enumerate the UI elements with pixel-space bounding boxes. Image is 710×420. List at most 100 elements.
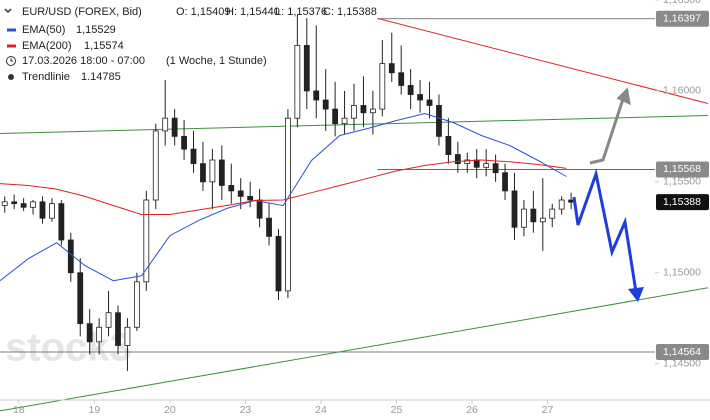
candle-body (351, 105, 357, 119)
trendline-icon (8, 74, 14, 80)
level-label: 1,15568 (663, 163, 701, 175)
candle-body (322, 99, 329, 110)
arrowhead (628, 287, 644, 302)
scenario-arrow-down (572, 168, 638, 293)
candle-body (247, 195, 254, 201)
candle-body (398, 72, 405, 86)
candle-body (218, 159, 225, 186)
candle-body (436, 105, 442, 137)
x-tick-label: 27 (542, 404, 554, 416)
candle-body (303, 45, 310, 92)
candle-body (549, 208, 556, 219)
candle-body (483, 163, 490, 168)
clock-icon (6, 56, 16, 66)
candle-body (77, 272, 84, 325)
y-tick-label: 1,15500 (663, 176, 701, 188)
candle-body (181, 135, 187, 150)
y-tick-label: 1,15000 (663, 267, 701, 279)
clock-hand (10, 58, 13, 62)
candle-body (502, 172, 508, 192)
candle-body (67, 239, 74, 274)
trendline-value: 1.14785 (81, 71, 121, 83)
candle-body (568, 199, 575, 203)
candle-body (407, 85, 414, 95)
x-tick-label: 25 (391, 404, 403, 416)
candle-body (332, 108, 339, 125)
x-tick-label: 26 (466, 404, 478, 416)
level-label-box (656, 10, 709, 27)
plot-area: stock3 (0, 14, 709, 412)
candle-body (200, 163, 206, 183)
ema-line (0, 159, 567, 215)
candle-body (190, 148, 197, 165)
y-tick-label: 1,16500 (663, 0, 701, 6)
candle-body (454, 154, 461, 165)
low: L: 1,15376 (275, 6, 327, 18)
candle-body (124, 326, 131, 346)
candle-body (228, 185, 235, 192)
candle-body (266, 217, 272, 237)
trendline (0, 287, 709, 412)
candle-body (96, 326, 103, 343)
period: 17.03.2026 18:00 - 07:00 (22, 55, 145, 67)
candle-body (171, 117, 178, 137)
x-tick-label: 19 (89, 404, 101, 416)
candle-body (133, 281, 140, 328)
candle-body (294, 45, 301, 119)
legend: EUR/USD (FOREX, Bid) O: 1,15409 H: 1,154… (4, 6, 377, 83)
scenario-arrow-up (589, 95, 626, 165)
candle-body (86, 323, 93, 343)
symbol: EUR/USD (FOREX, Bid) (22, 6, 142, 18)
candle-body (11, 201, 18, 205)
candle-body (49, 203, 55, 219)
candle-body (558, 199, 565, 210)
candle-body (143, 199, 150, 283)
candle-body (539, 217, 546, 223)
trendline (377, 17, 709, 104)
candle-body (275, 235, 282, 292)
candle-body (473, 159, 480, 168)
level-label-box (656, 161, 709, 178)
candle-body (511, 190, 518, 228)
ema-line (0, 112, 567, 282)
x-tick-label: 24 (315, 404, 327, 416)
candle-body (313, 90, 320, 101)
y-tick-label: 1,16000 (663, 85, 701, 97)
legend-label: EMA(50) (22, 24, 65, 36)
last-price-box (656, 194, 709, 211)
candle-body (115, 312, 121, 346)
candle-body (521, 208, 527, 228)
candle-body (530, 208, 537, 223)
candle-body (209, 159, 216, 183)
candle-body (360, 105, 367, 114)
level-label-box (656, 344, 709, 360)
candle-body (369, 108, 376, 114)
candle-body (285, 117, 291, 292)
candle-body (492, 163, 499, 174)
candle-body (388, 63, 395, 74)
legend-value: 1,15529 (76, 24, 116, 36)
high: H: 1,15440 (226, 6, 280, 18)
trendline-name: Trendlinie (22, 71, 70, 83)
level-label: 1,14564 (663, 346, 701, 358)
candle-body (152, 130, 159, 201)
arrowhead (616, 87, 631, 106)
x-tick-label: 20 (164, 404, 176, 416)
candle-body (20, 203, 27, 208)
collapse-icon (4, 8, 12, 14)
candle-body (237, 190, 244, 197)
level-label: 1,16397 (663, 13, 701, 25)
candle-body (1, 201, 8, 206)
legend-value: 1,15574 (84, 40, 124, 52)
legend-label: EMA(200) (22, 40, 72, 52)
candle-body (30, 201, 36, 208)
candle-body (417, 94, 423, 101)
candle-body (426, 99, 433, 106)
candle-body (341, 117, 348, 125)
candle-body (58, 203, 65, 241)
candle-body (445, 135, 452, 155)
open: O: 1,15409 (176, 6, 230, 18)
x-tick-label: 23 (240, 404, 252, 416)
candle-body (256, 199, 263, 219)
